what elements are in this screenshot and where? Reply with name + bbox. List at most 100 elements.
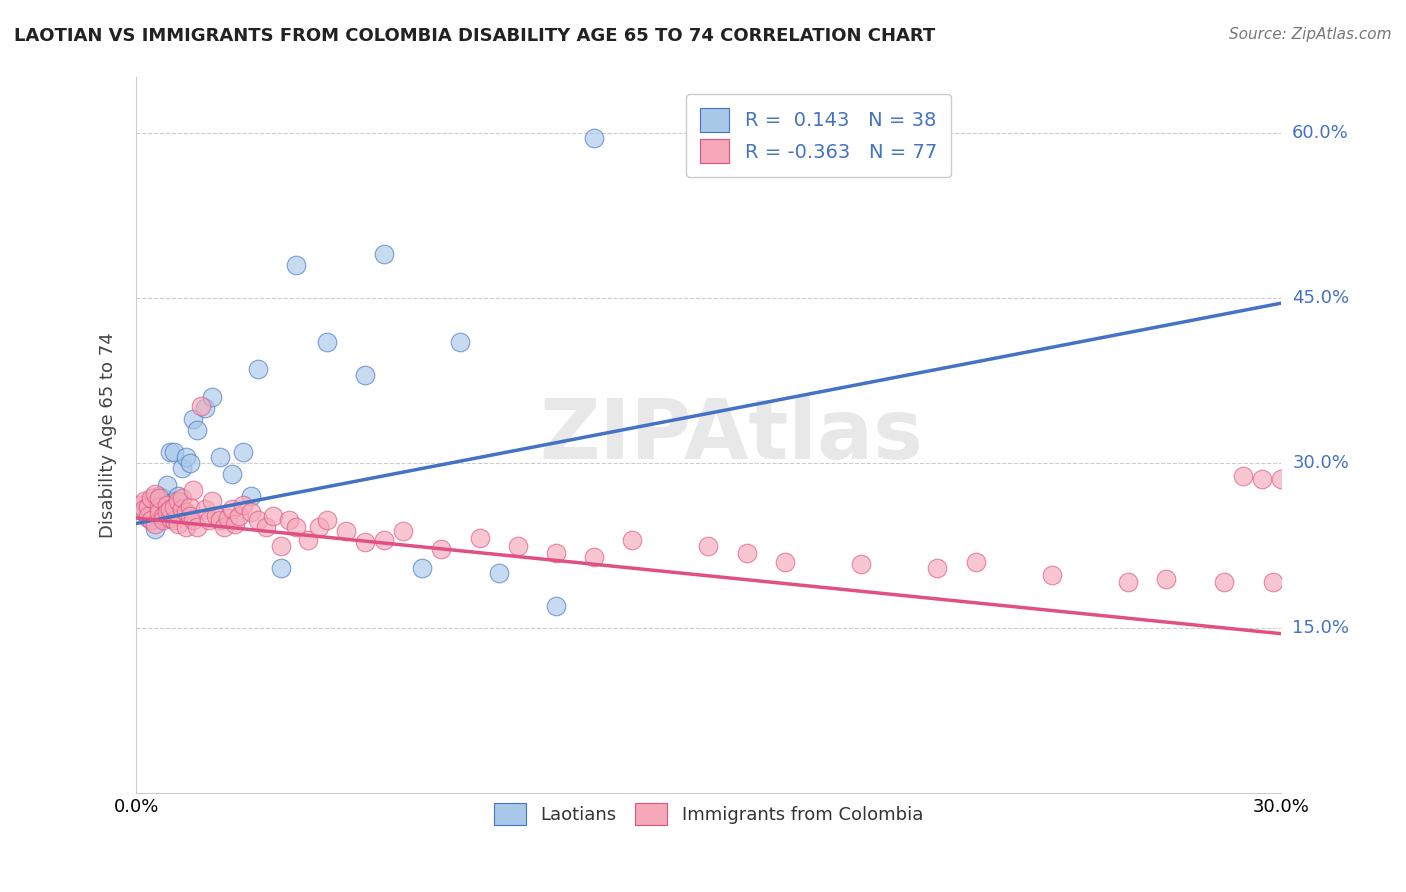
Point xyxy=(373,246,395,260)
Point xyxy=(430,541,453,556)
Point xyxy=(148,500,170,514)
Point xyxy=(205,508,228,523)
Point xyxy=(544,599,567,613)
Point xyxy=(143,500,166,514)
Point xyxy=(163,494,186,508)
Point xyxy=(156,478,179,492)
Point xyxy=(159,502,181,516)
Point xyxy=(247,513,270,527)
Point xyxy=(152,508,174,523)
Point xyxy=(174,520,197,534)
Point xyxy=(163,513,186,527)
Point xyxy=(179,508,201,523)
Point xyxy=(1156,572,1178,586)
Y-axis label: Disability Age 65 to 74: Disability Age 65 to 74 xyxy=(100,333,117,538)
Point xyxy=(965,555,987,569)
Point xyxy=(141,513,163,527)
Point xyxy=(186,520,208,534)
Point xyxy=(582,549,605,564)
Point xyxy=(544,546,567,560)
Point xyxy=(277,513,299,527)
Point xyxy=(152,491,174,505)
Text: ZIPAtlas: ZIPAtlas xyxy=(540,395,924,476)
Point xyxy=(254,520,277,534)
Point xyxy=(129,498,152,512)
Point xyxy=(143,487,166,501)
Point xyxy=(152,511,174,525)
Point xyxy=(468,531,491,545)
Point xyxy=(270,560,292,574)
Point xyxy=(392,524,415,539)
Point xyxy=(221,502,243,516)
Point xyxy=(179,500,201,514)
Point xyxy=(136,508,159,523)
Point xyxy=(315,334,337,349)
Point xyxy=(201,390,224,404)
Point xyxy=(927,560,949,574)
Point xyxy=(354,368,377,382)
Point xyxy=(159,511,181,525)
Point xyxy=(170,491,193,505)
Point xyxy=(209,513,232,527)
Point xyxy=(232,498,254,512)
Point xyxy=(308,520,330,534)
Point xyxy=(167,489,190,503)
Point xyxy=(621,533,644,547)
Point xyxy=(735,546,758,560)
Point xyxy=(148,506,170,520)
Point xyxy=(201,494,224,508)
Point xyxy=(174,506,197,520)
Point xyxy=(354,535,377,549)
Point xyxy=(773,555,796,569)
Point xyxy=(190,399,212,413)
Point xyxy=(152,513,174,527)
Point xyxy=(697,539,720,553)
Point xyxy=(194,401,217,415)
Point xyxy=(411,560,433,574)
Point xyxy=(156,511,179,525)
Point xyxy=(136,511,159,525)
Point xyxy=(174,450,197,465)
Point xyxy=(1270,473,1292,487)
Point xyxy=(335,524,357,539)
Point xyxy=(1232,469,1254,483)
Point xyxy=(148,506,170,520)
Point xyxy=(186,423,208,437)
Point xyxy=(197,513,219,527)
Point xyxy=(1250,473,1272,487)
Point xyxy=(1116,574,1139,589)
Point xyxy=(159,445,181,459)
Point xyxy=(373,533,395,547)
Point xyxy=(179,456,201,470)
Point xyxy=(167,516,190,531)
Point xyxy=(170,461,193,475)
Point xyxy=(132,506,155,520)
Point xyxy=(159,506,181,520)
Text: 60.0%: 60.0% xyxy=(1292,123,1348,142)
Point xyxy=(232,445,254,459)
Point xyxy=(141,491,163,505)
Point xyxy=(488,566,510,580)
Point xyxy=(239,506,262,520)
Point xyxy=(212,520,235,534)
Point xyxy=(194,502,217,516)
Text: Source: ZipAtlas.com: Source: ZipAtlas.com xyxy=(1229,27,1392,42)
Point xyxy=(148,491,170,505)
Point xyxy=(297,533,319,547)
Point xyxy=(1212,574,1234,589)
Point xyxy=(221,467,243,481)
Point xyxy=(183,483,205,498)
Point xyxy=(132,494,155,508)
Point xyxy=(167,494,190,508)
Point xyxy=(136,500,159,514)
Point xyxy=(224,516,246,531)
Point xyxy=(183,412,205,426)
Point xyxy=(143,516,166,531)
Point xyxy=(217,511,239,525)
Point xyxy=(285,258,308,272)
Point xyxy=(1040,568,1063,582)
Point xyxy=(209,450,232,465)
Legend: Laotians, Immigrants from Colombia: Laotians, Immigrants from Colombia xyxy=(485,795,932,834)
Text: 45.0%: 45.0% xyxy=(1292,289,1350,307)
Point xyxy=(163,445,186,459)
